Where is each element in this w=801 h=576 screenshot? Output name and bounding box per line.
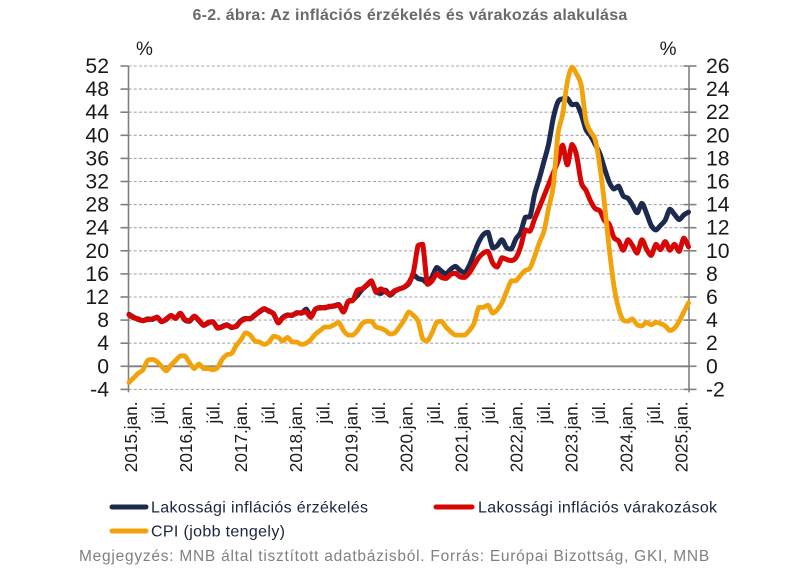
svg-text:%: % <box>136 39 153 60</box>
svg-text:júl.: júl. <box>534 402 554 425</box>
svg-text:0: 0 <box>97 355 109 378</box>
svg-text:24: 24 <box>85 217 109 240</box>
svg-text:20: 20 <box>85 240 109 263</box>
svg-text:2025.jan.: 2025.jan. <box>672 402 692 473</box>
svg-text:2016.jan.: 2016.jan. <box>176 402 196 473</box>
svg-text:júl.: júl. <box>369 402 389 425</box>
svg-text:Megjegyzés: MNB által tisztíto: Megjegyzés: MNB által tisztított adatbáz… <box>79 548 710 565</box>
svg-text:22: 22 <box>706 101 730 124</box>
svg-text:2019.jan.: 2019.jan. <box>341 402 361 473</box>
svg-text:26: 26 <box>706 55 730 78</box>
svg-text:Lakossági inflációs várakozáso: Lakossági inflációs várakozások <box>478 500 718 517</box>
svg-text:16: 16 <box>706 171 730 194</box>
svg-text:8: 8 <box>97 309 109 332</box>
svg-text:44: 44 <box>85 101 109 124</box>
svg-text:32: 32 <box>85 171 109 194</box>
svg-text:2022.jan.: 2022.jan. <box>506 402 526 473</box>
svg-text:2021.jan.: 2021.jan. <box>451 402 471 473</box>
svg-text:8: 8 <box>706 263 718 286</box>
svg-text:4: 4 <box>706 309 718 332</box>
svg-text:16: 16 <box>85 263 109 286</box>
svg-text:2023.jan.: 2023.jan. <box>562 402 582 473</box>
svg-text:Lakossági inflációs érzékelés: Lakossági inflációs érzékelés <box>151 500 368 517</box>
svg-text:júl.: júl. <box>424 402 444 425</box>
svg-text:14: 14 <box>706 194 730 217</box>
svg-text:52: 52 <box>85 55 109 78</box>
svg-text:40: 40 <box>85 124 109 147</box>
svg-text:18: 18 <box>706 147 730 170</box>
svg-text:júl.: júl. <box>589 402 609 425</box>
svg-text:-2: -2 <box>706 378 725 401</box>
svg-text:12: 12 <box>85 286 109 309</box>
svg-text:12: 12 <box>706 217 730 240</box>
svg-text:0: 0 <box>706 355 718 378</box>
svg-text:2017.jan.: 2017.jan. <box>231 402 251 473</box>
svg-text:36: 36 <box>85 147 109 170</box>
svg-text:10: 10 <box>706 240 730 263</box>
svg-text:CPI (jobb tengely): CPI (jobb tengely) <box>151 524 285 541</box>
svg-text:-4: -4 <box>90 378 109 401</box>
svg-text:28: 28 <box>85 194 109 217</box>
svg-text:júl.: júl. <box>314 402 334 425</box>
svg-text:2: 2 <box>706 332 718 355</box>
svg-text:2018.jan.: 2018.jan. <box>286 402 306 473</box>
svg-text:%: % <box>660 39 677 60</box>
svg-text:júl.: júl. <box>479 402 499 425</box>
svg-text:júl.: júl. <box>259 402 279 425</box>
svg-text:20: 20 <box>706 124 730 147</box>
svg-text:4: 4 <box>97 332 109 355</box>
svg-text:júl.: júl. <box>204 402 224 425</box>
svg-text:6-2. ábra: Az inflációs érzéke: 6-2. ábra: Az inflációs érzékelés és vár… <box>193 7 628 24</box>
svg-text:júl.: júl. <box>149 402 169 425</box>
svg-text:2024.jan.: 2024.jan. <box>617 402 637 473</box>
svg-text:6: 6 <box>706 286 718 309</box>
svg-text:48: 48 <box>85 78 109 101</box>
svg-text:júl.: júl. <box>644 402 664 425</box>
svg-text:2020.jan.: 2020.jan. <box>396 402 416 473</box>
svg-text:2015.jan.: 2015.jan. <box>121 402 141 473</box>
svg-text:24: 24 <box>706 78 730 101</box>
